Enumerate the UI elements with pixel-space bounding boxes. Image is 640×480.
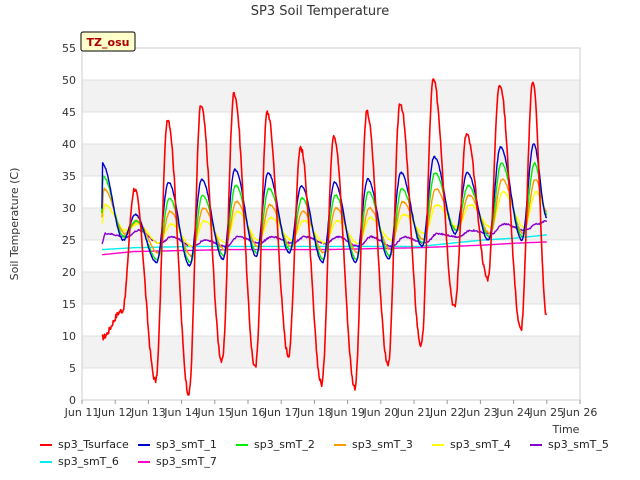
legend-item-smt4: sp3_smT_4 bbox=[432, 438, 530, 451]
legend-row-2: sp3_smT_6 sp3_smT_7 bbox=[40, 453, 630, 470]
legend-label: sp3_smT_7 bbox=[156, 455, 217, 468]
legend-label: sp3_smT_3 bbox=[352, 438, 413, 451]
legend-label: sp3_smT_1 bbox=[156, 438, 217, 451]
x-tick-label: Jun 13 bbox=[130, 406, 166, 419]
series-line-sp3-tsurface bbox=[101, 78, 548, 396]
plot-frame bbox=[81, 47, 581, 401]
legend-swatch bbox=[138, 443, 150, 446]
legend-swatch bbox=[530, 443, 542, 446]
x-tick-label: Jun 21 bbox=[396, 406, 432, 419]
x-tick-label: Jun 25 bbox=[528, 406, 564, 419]
y-tick-label: 45 bbox=[62, 106, 76, 119]
x-tick-label: Jun 24 bbox=[495, 406, 531, 419]
legend-swatch bbox=[432, 443, 444, 446]
legend-label: sp3_smT_6 bbox=[58, 455, 119, 468]
y-tick-label: 25 bbox=[62, 234, 76, 247]
x-tick-label: Jun 22 bbox=[429, 406, 465, 419]
annotation-label: TZ_osu bbox=[87, 36, 130, 49]
annotation-box: TZ_osu bbox=[80, 31, 136, 52]
x-tick-label: Jun 16 bbox=[230, 406, 266, 419]
legend-item-smt6: sp3_smT_6 bbox=[40, 455, 138, 468]
x-tick-label: Jun 23 bbox=[462, 406, 498, 419]
legend-item-smt2: sp3_smT_2 bbox=[236, 438, 334, 451]
x-axis-label: Time bbox=[552, 423, 580, 436]
y-axis-label: Soil Temperature (C) bbox=[8, 168, 21, 281]
y-tick-label: 30 bbox=[62, 202, 76, 215]
y-tick-label: 15 bbox=[62, 298, 76, 311]
x-tick-label: Jun 12 bbox=[97, 406, 133, 419]
grid-band bbox=[82, 272, 580, 304]
y-tick-label: 10 bbox=[62, 330, 76, 343]
legend-swatch bbox=[236, 443, 248, 446]
chart-title: SP3 Soil Temperature bbox=[251, 4, 389, 19]
legend-item-smt5: sp3_smT_5 bbox=[530, 438, 628, 451]
legend-item-smt7: sp3_smT_7 bbox=[138, 455, 236, 468]
x-tick-label: Jun 11 bbox=[64, 406, 100, 419]
legend-item-smt1: sp3_smT_1 bbox=[138, 438, 236, 451]
legend-label: sp3_smT_2 bbox=[254, 438, 315, 451]
legend: sp3_Tsurface sp3_smT_1 sp3_smT_2 sp3_smT… bbox=[40, 436, 630, 470]
x-tick-label: Jun 14 bbox=[163, 406, 199, 419]
y-tick-label: 55 bbox=[62, 42, 76, 55]
y-tick-label: 35 bbox=[62, 170, 76, 183]
legend-swatch bbox=[40, 443, 52, 446]
x-tick-label: Jun 20 bbox=[362, 406, 398, 419]
legend-label: sp3_smT_4 bbox=[450, 438, 511, 451]
x-tick-label: Jun 26 bbox=[562, 406, 598, 419]
legend-item-smt3: sp3_smT_3 bbox=[334, 438, 432, 451]
legend-row-1: sp3_Tsurface sp3_smT_1 sp3_smT_2 sp3_smT… bbox=[40, 436, 630, 453]
legend-label: sp3_smT_5 bbox=[548, 438, 609, 451]
series-line-sp3-smt-5 bbox=[101, 220, 548, 248]
x-tick-label: Jun 15 bbox=[196, 406, 232, 419]
series-line-sp3-smt-6 bbox=[101, 234, 547, 251]
y-tick-label: 5 bbox=[69, 362, 76, 375]
legend-swatch bbox=[138, 460, 150, 463]
x-tick-label: Jun 18 bbox=[296, 406, 332, 419]
legend-label: sp3_Tsurface bbox=[58, 438, 129, 451]
legend-item-tsurface: sp3_Tsurface bbox=[40, 438, 138, 451]
legend-swatch bbox=[40, 460, 52, 463]
x-tick-label: Jun 17 bbox=[263, 406, 299, 419]
legend-swatch bbox=[334, 443, 346, 446]
series-line-sp3-smt-7 bbox=[101, 241, 547, 256]
y-tick-label: 0 bbox=[69, 394, 76, 407]
y-tick-label: 50 bbox=[62, 74, 76, 87]
y-tick-label: 40 bbox=[62, 138, 76, 151]
y-tick-label: 20 bbox=[62, 266, 76, 279]
grid-band bbox=[82, 336, 580, 368]
grid-band bbox=[82, 80, 580, 112]
x-tick-label: Jun 19 bbox=[329, 406, 365, 419]
